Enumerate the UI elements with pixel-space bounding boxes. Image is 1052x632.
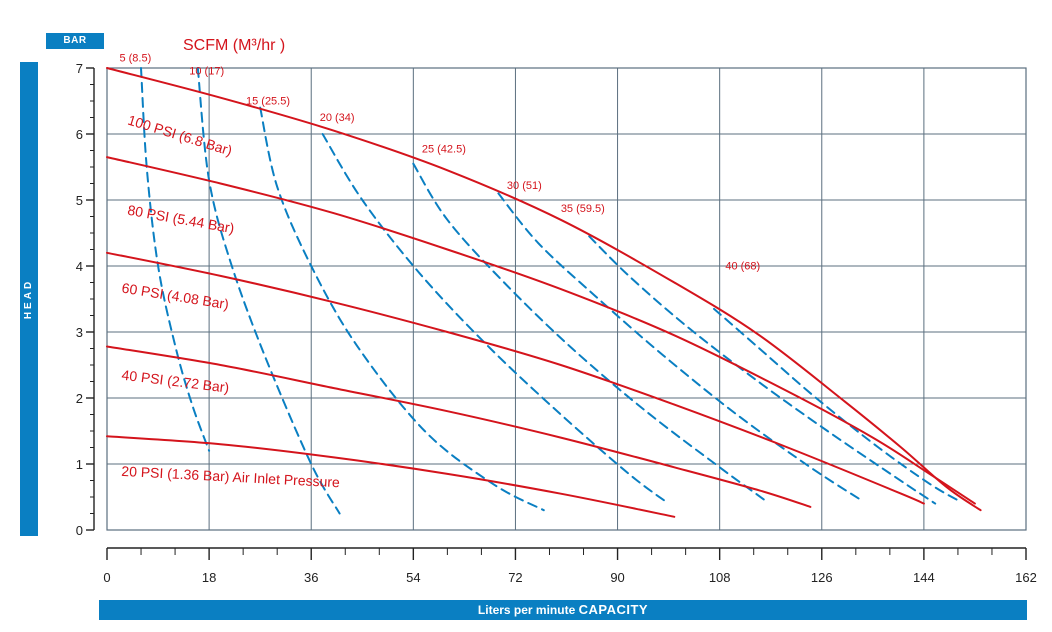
y-unit-badge: BAR <box>46 33 104 49</box>
scfm-title: SCFM (M³/hr ) <box>183 37 285 54</box>
scfm-curve-label: 15 (25.5) <box>246 95 290 107</box>
y-tick-label: 4 <box>76 259 83 274</box>
scfm-curve <box>412 162 766 502</box>
plot-frame <box>106 67 1027 531</box>
x-tick-label: 72 <box>508 570 522 585</box>
pressure-curve-label: 40 PSI (2.72 Bar) <box>121 367 230 396</box>
pressure-curve <box>106 251 925 505</box>
y-tick-label: 2 <box>76 391 83 406</box>
scfm-curve-label: 20 (34) <box>320 112 355 124</box>
y-tick-label: 0 <box>76 523 83 538</box>
y-axis-side-label: HEAD <box>23 278 34 320</box>
scfm-curve <box>321 133 670 505</box>
y-tick-label: 1 <box>76 457 83 472</box>
x-tick-label: 18 <box>202 570 216 585</box>
pressure-curve-label: 20 PSI (1.36 Bar) Air Inlet Pressure <box>121 463 340 490</box>
x-tick-label: 126 <box>811 570 833 585</box>
x-tick-label: 36 <box>304 570 318 585</box>
y-tick-label: 3 <box>76 325 83 340</box>
pressure-curve-label: 100 PSI (6.8 Bar) <box>126 112 234 159</box>
pressure-curve <box>106 156 976 505</box>
scfm-curve <box>497 192 863 502</box>
y-tick-label: 5 <box>76 193 83 208</box>
pressure-curve <box>106 345 812 508</box>
pressure-curve-label: 60 PSI (4.08 Bar) <box>121 280 230 313</box>
x-axis-bottom-bar: Liters per minute CAPACITY <box>99 600 1027 620</box>
x-tick-label: 108 <box>709 570 731 585</box>
y-tick-label: 7 <box>76 61 83 76</box>
scfm-curve <box>588 235 937 505</box>
pressure-curve <box>106 67 982 512</box>
scfm-curve-label: 10 (17) <box>189 66 224 78</box>
x-axis-title: CAPACITY <box>578 602 649 617</box>
y-tick-label: 6 <box>76 127 83 142</box>
y-axis-side-bar: HEAD <box>20 62 38 536</box>
scfm-curve-label: 5 (8.5) <box>119 52 151 64</box>
scfm-curve <box>196 67 341 515</box>
pressure-curve-label: 80 PSI (5.44 Bar) <box>126 202 235 237</box>
x-tick-label: 0 <box>103 570 110 585</box>
x-tick-label: 90 <box>610 570 624 585</box>
scfm-curve <box>713 307 959 502</box>
x-tick-label: 144 <box>913 570 935 585</box>
x-axis-prefix: Liters per minute <box>477 603 576 617</box>
scfm-curve-label: 30 (51) <box>507 180 542 192</box>
scfm-curve-label: 35 (59.5) <box>561 203 605 215</box>
x-tick-label: 54 <box>406 570 420 585</box>
scfm-curve <box>140 67 211 452</box>
scfm-curve-label: 25 (42.5) <box>422 143 466 155</box>
pressure-curve <box>106 435 676 518</box>
scfm-curve <box>259 106 545 512</box>
scfm-curve-label: 40 (68) <box>725 260 760 272</box>
chart-grid <box>106 67 1027 531</box>
chart-axes: 0 1 2 3 4 5 6 7 0 18 36 54 72 90 108 126 144 162 <box>76 61 1037 585</box>
x-tick-label: 162 <box>1015 570 1037 585</box>
chart-series <box>106 67 982 518</box>
